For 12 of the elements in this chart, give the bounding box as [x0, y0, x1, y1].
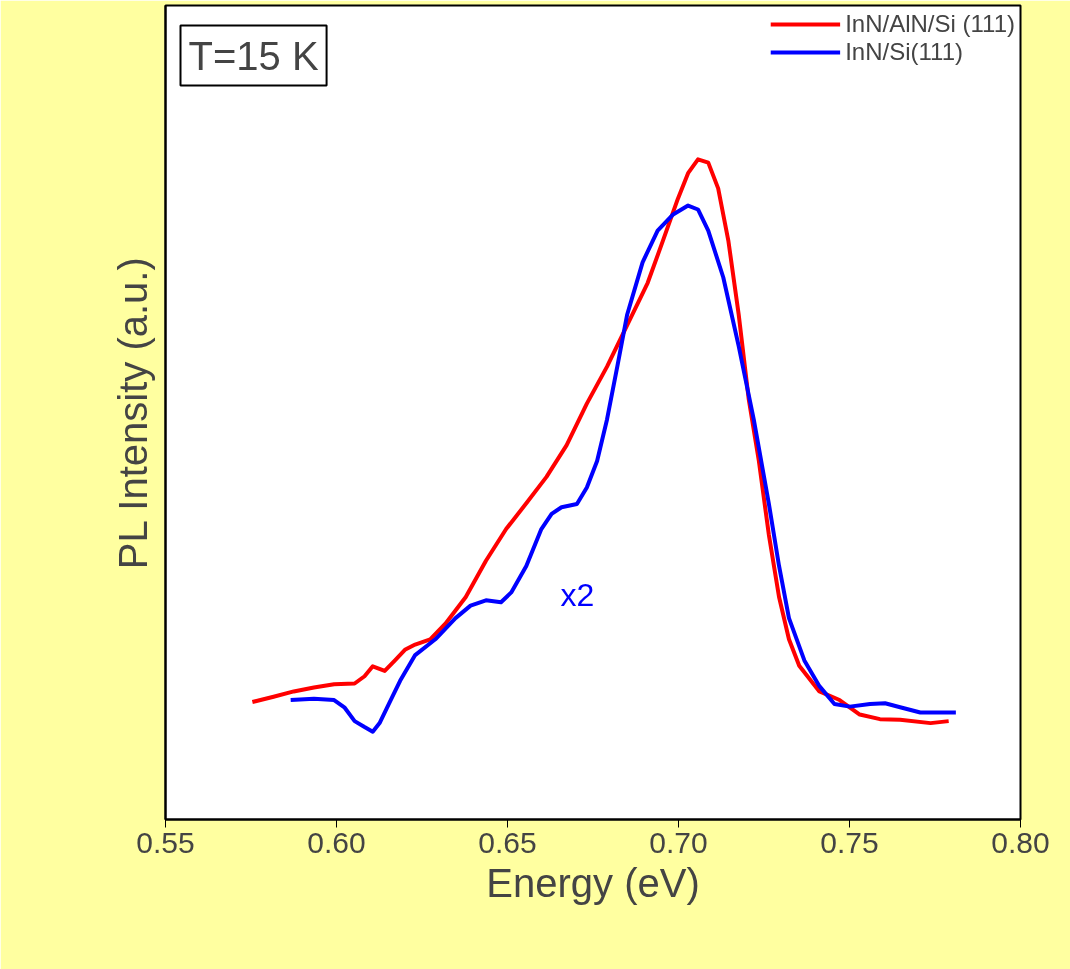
- x-axis-title: Energy (eV): [486, 860, 700, 905]
- y-axis-title: PL Intensity (a.u.): [110, 257, 155, 570]
- text: T=15 K: [188, 33, 319, 78]
- x-tick-label: 0.60: [307, 825, 366, 859]
- x-tick-label: 0.55: [136, 825, 195, 859]
- x-tick-label: 0.80: [991, 825, 1050, 859]
- annotation: x2: [560, 576, 595, 613]
- x-tick-label: 0.75: [820, 825, 879, 859]
- legend-label: InN/Si(111): [845, 38, 963, 66]
- x-tick-label: 0.70: [649, 825, 708, 859]
- x-tick-label: 0.65: [478, 825, 537, 859]
- legend-label: InN/AlN/Si (111): [845, 10, 1015, 38]
